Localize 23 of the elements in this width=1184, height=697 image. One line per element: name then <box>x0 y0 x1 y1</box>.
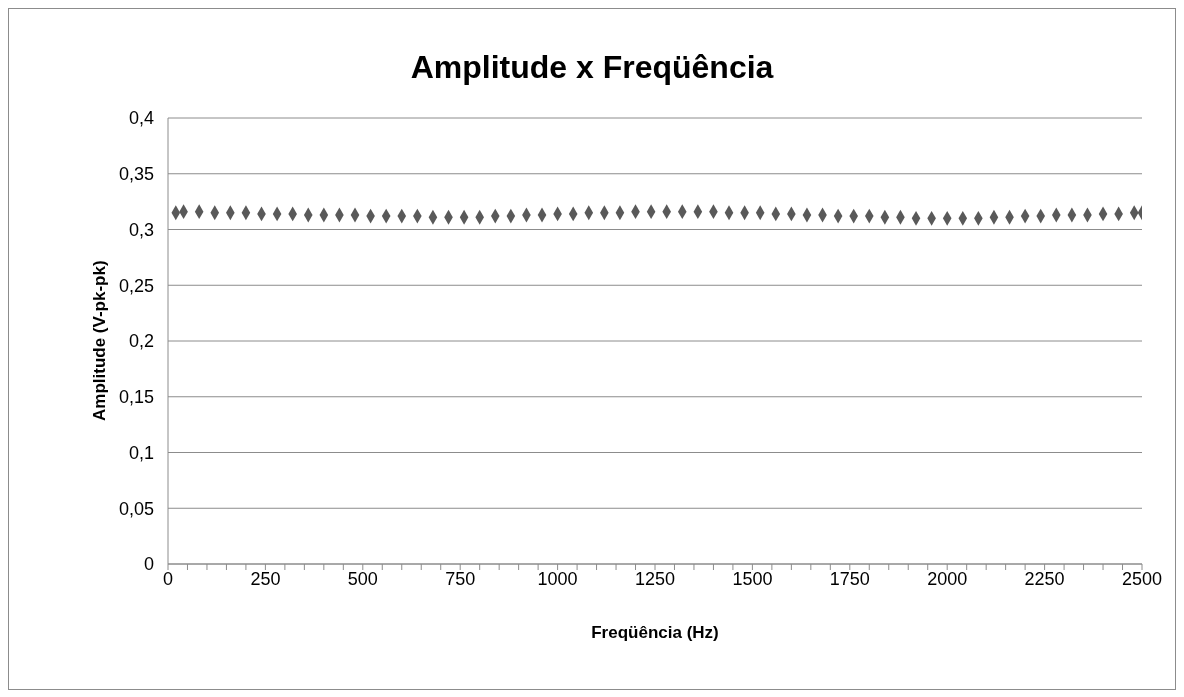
y-tick-label: 0,25 <box>118 275 154 296</box>
y-tick-label: 0,4 <box>128 108 154 129</box>
x-tick-label: 1750 <box>829 568 870 589</box>
x-tick-label: 2500 <box>1121 568 1163 589</box>
x-axis-title: Freqüência (Hz) <box>591 623 719 642</box>
x-tick-label: 250 <box>250 568 281 589</box>
x-tick-label: 2250 <box>1024 568 1065 589</box>
y-tick-label: 0,1 <box>128 442 154 463</box>
x-tick-label: 2000 <box>927 568 968 589</box>
x-tick-label: 1250 <box>634 568 676 589</box>
x-tick-label: 0 <box>162 568 174 589</box>
chart-title: Amplitude x Freqüência <box>409 49 775 86</box>
y-tick-label: 0,15 <box>118 387 154 408</box>
x-tick-label: 1000 <box>537 568 578 589</box>
y-tick-label: 0,2 <box>128 331 154 352</box>
y-tick-label: 0,35 <box>118 164 154 185</box>
y-tick-label: 0,3 <box>128 219 154 240</box>
y-tick-label: 0,05 <box>118 498 154 519</box>
x-tick-label: 1500 <box>732 568 773 589</box>
x-tick-label: 500 <box>347 568 378 589</box>
x-tick-label: 750 <box>445 568 476 589</box>
y-tick-label: 0 <box>143 554 154 575</box>
y-axis-title: Amplitude (V-pk-pk) <box>90 260 110 421</box>
